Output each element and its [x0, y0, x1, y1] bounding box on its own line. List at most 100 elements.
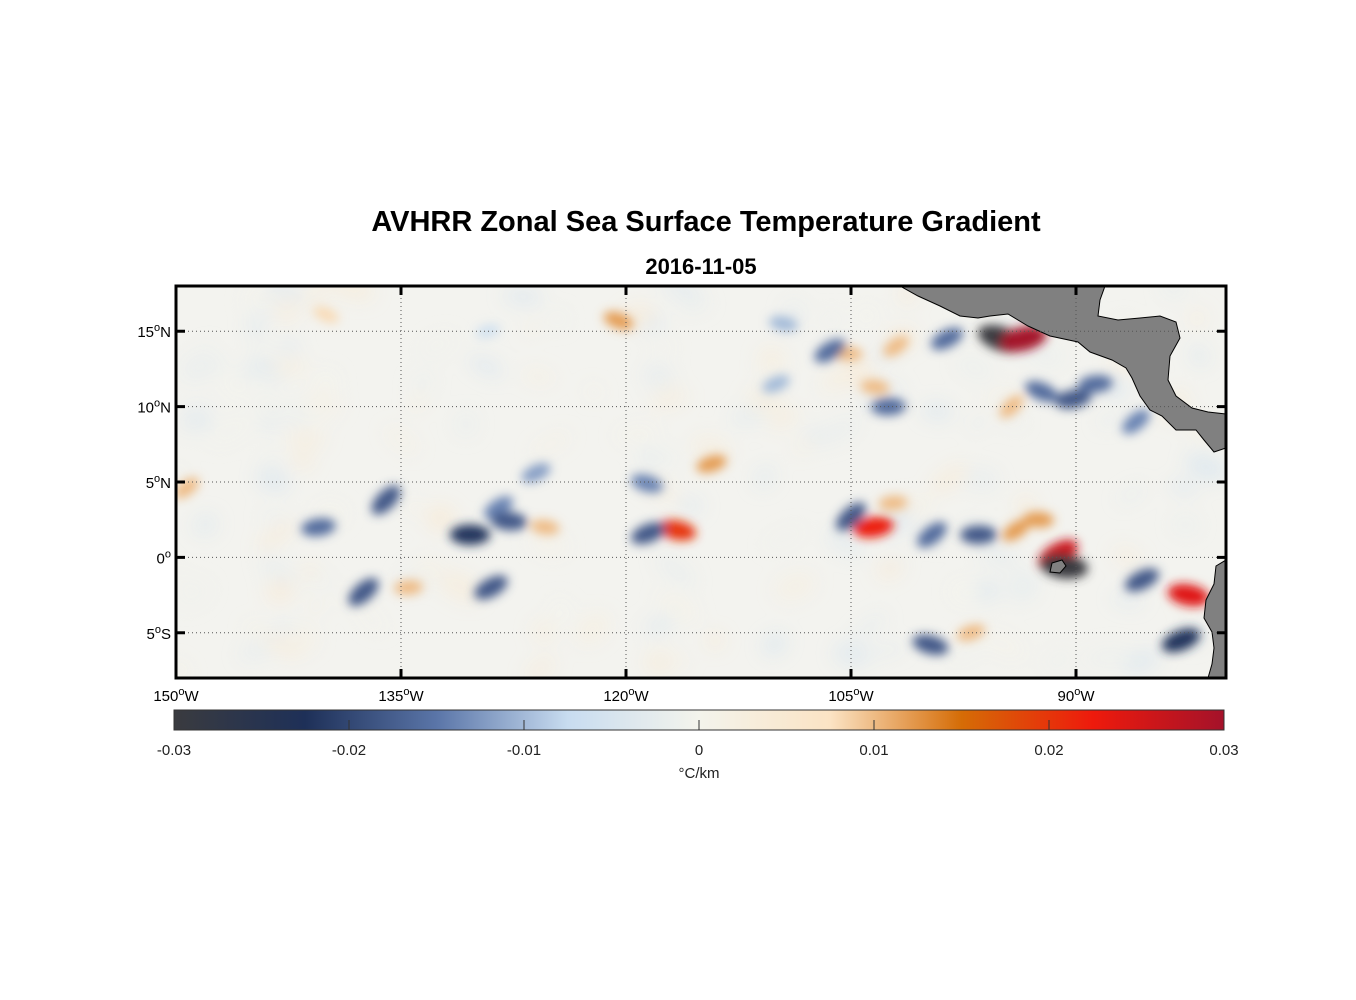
- gradient-feature: [1002, 519, 1030, 542]
- texture-patch: [385, 427, 419, 454]
- map-frame: [174, 284, 1228, 680]
- texture-patch: [410, 372, 434, 393]
- texture-patch: [180, 406, 213, 433]
- gradient-feature: [769, 316, 798, 332]
- texture-patch: [679, 300, 711, 312]
- gradient-feature: [762, 375, 790, 393]
- texture-patch: [661, 286, 703, 301]
- gradient-feature: [836, 502, 866, 531]
- texture-patch: [269, 622, 296, 635]
- texture-patch: [1189, 345, 1209, 366]
- gradient-feature: [313, 306, 339, 324]
- texture-patch: [279, 339, 299, 357]
- galapagos-islands: [1049, 559, 1067, 574]
- texture-patch: [455, 412, 477, 437]
- texture-patch: [301, 562, 319, 581]
- lat-tick-label: 15oN: [137, 322, 171, 341]
- gradient-feature: [301, 518, 336, 537]
- texture-patch: [833, 642, 870, 666]
- lon-tick-label: 90oW: [1058, 686, 1096, 705]
- texture-patch: [414, 556, 442, 582]
- texture-patch: [648, 341, 675, 354]
- gradient-feature: [1022, 511, 1055, 528]
- texture-patch: [821, 311, 841, 329]
- gradient-feature: [176, 477, 200, 499]
- gradient-feature: [1122, 409, 1150, 434]
- south-america-landmass: [1203, 559, 1226, 678]
- central-america-landmass: [898, 286, 1226, 453]
- lat-tick-label: 5oN: [146, 473, 171, 492]
- texture-patch: [843, 360, 874, 387]
- colorbar-tick-label: -0.03: [157, 742, 191, 759]
- texture-patch: [1169, 481, 1198, 494]
- latitude-labels: 15oN 10oN 5oN 0o 5oS: [137, 322, 171, 643]
- texture-patch: [503, 288, 543, 306]
- texture-patch: [530, 432, 570, 456]
- texture-patch: [867, 644, 907, 657]
- texture-patch: [1172, 515, 1200, 534]
- texture-patch: [1008, 572, 1039, 602]
- texture-patch: [763, 526, 805, 549]
- texture-patch: [249, 354, 284, 383]
- texture-patch: [468, 356, 504, 377]
- gradient-feature: [814, 339, 846, 363]
- texture-patch: [1084, 646, 1131, 670]
- texture-patch: [876, 559, 903, 579]
- texture-patch: [263, 636, 304, 658]
- gradient-feature: [999, 395, 1024, 418]
- texture-patch: [176, 660, 191, 678]
- texture-patch: [1033, 343, 1063, 368]
- texture-patch: [980, 385, 1023, 406]
- texture-patch: [1188, 310, 1206, 327]
- texture-patch: [256, 468, 290, 491]
- lat-tick-label: 0o: [157, 548, 171, 567]
- gradient-feature: [530, 519, 560, 535]
- gradient-feature: [371, 485, 401, 515]
- gradient-feature: [1161, 628, 1201, 653]
- texture-patch: [1117, 485, 1146, 504]
- texture-patch: [657, 591, 699, 623]
- texture-patch: [650, 393, 690, 408]
- texture-patch: [637, 447, 661, 470]
- texture-patch: [314, 573, 331, 588]
- texture-patch: [404, 501, 424, 514]
- texture-patch: [244, 622, 273, 639]
- gradient-feature: [1124, 568, 1160, 592]
- texture-patch: [854, 305, 878, 327]
- texture-patch: [980, 630, 1025, 659]
- gradient-feature: [1167, 583, 1210, 607]
- gradient-feature: [631, 522, 666, 545]
- lon-tick-label: 105oW: [828, 686, 874, 705]
- gradient-feature: [1078, 375, 1113, 393]
- texture-patch: [757, 358, 791, 383]
- gradient-feature: [1025, 380, 1058, 403]
- gradient-feature: [657, 519, 697, 541]
- texture-patch: [298, 286, 335, 307]
- texture-patch: [948, 634, 987, 663]
- texture-patch: [746, 389, 785, 415]
- texture-patch: [251, 391, 287, 421]
- texture-patch: [550, 310, 568, 329]
- texture-patch: [246, 317, 266, 341]
- texture-patch: [176, 580, 211, 609]
- texture-patch: [852, 613, 887, 641]
- colorbar-unit: °C/km: [679, 765, 720, 782]
- gradient-features: [176, 306, 1210, 655]
- gradient-feature: [393, 580, 424, 595]
- texture-patch: [586, 385, 602, 399]
- colorbar: -0.03 -0.02 -0.01 0 0.01 0.02 0.03 °C/km: [157, 709, 1239, 782]
- texture-patch: [974, 579, 1002, 603]
- texture-patch: [426, 505, 456, 531]
- texture-patch: [930, 464, 968, 493]
- texture-patch: [253, 342, 278, 358]
- texture-patch: [291, 452, 314, 468]
- colorbar-tick-label: 0.02: [1034, 742, 1063, 759]
- texture-patch: [286, 430, 326, 448]
- gradient-feature: [883, 335, 909, 357]
- map-gridlines: [176, 286, 1226, 678]
- texture-patch: [531, 619, 556, 643]
- texture-patch: [964, 469, 998, 490]
- colorbar-tick-label: -0.02: [332, 742, 366, 759]
- texture-patch: [975, 552, 1015, 563]
- texture-patch: [658, 451, 679, 467]
